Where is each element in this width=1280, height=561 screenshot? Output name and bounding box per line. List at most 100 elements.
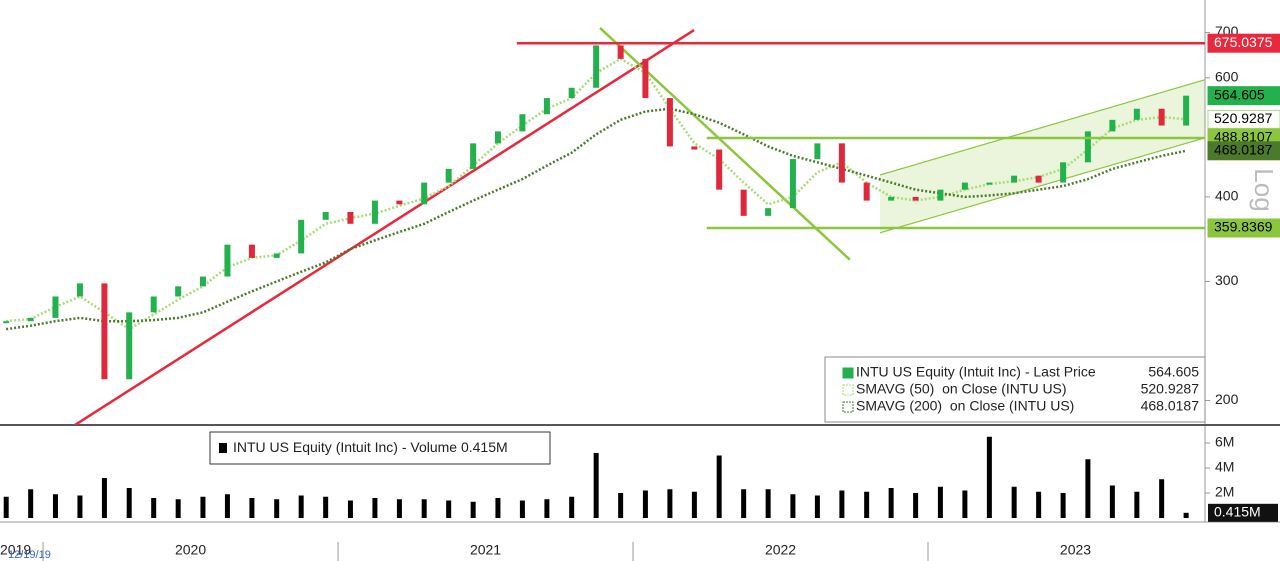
candle	[224, 244, 231, 277]
candle	[666, 98, 673, 147]
candle	[347, 211, 354, 224]
volume-bar	[667, 489, 673, 518]
volume-last-box	[1208, 503, 1278, 522]
legend-swatch	[842, 401, 854, 413]
volume-bar	[323, 496, 329, 518]
x-tick-label: 2021	[470, 542, 501, 558]
legend-value: 520.9287	[1141, 381, 1200, 397]
x-tick-label: 2023	[1060, 542, 1091, 558]
volume-bar	[1183, 512, 1189, 518]
volume-bar	[814, 495, 820, 518]
candle	[27, 317, 34, 322]
plot-area	[3, 27, 1205, 425]
volume-bar	[691, 491, 697, 518]
volume-bar	[1109, 485, 1115, 518]
volume-bar	[372, 498, 378, 518]
trend-line	[599, 27, 851, 261]
candle	[593, 45, 600, 88]
candle	[838, 143, 845, 183]
trend-line	[879, 79, 1205, 176]
candle	[126, 312, 133, 380]
legend-value: 564.605	[1148, 364, 1199, 380]
candle	[740, 189, 747, 216]
legend-label: SMAVG (200) on Close (INTU US)	[856, 398, 1074, 414]
volume-bar	[77, 495, 83, 518]
candle	[789, 159, 796, 209]
volume-bar	[298, 495, 304, 518]
volume-bar	[1060, 493, 1066, 518]
candle	[1084, 131, 1091, 163]
volume-bar	[175, 499, 181, 518]
volume-bar	[790, 494, 796, 518]
volume-tick-label: 6M	[1215, 434, 1234, 450]
value-label-box	[1207, 218, 1280, 238]
candle	[1133, 108, 1140, 120]
volume-bar	[224, 494, 230, 518]
edge-year-label: 2019	[0, 542, 31, 558]
candle	[863, 182, 870, 201]
candle	[150, 296, 157, 313]
candle	[1011, 175, 1018, 183]
candle	[888, 196, 895, 201]
legend-swatch	[842, 367, 854, 379]
candle	[716, 149, 723, 190]
candle	[814, 143, 821, 160]
volume-bar	[913, 493, 919, 518]
candle	[691, 146, 698, 150]
start-date-label: 12/19/19	[8, 549, 51, 561]
volume-legend-box	[209, 431, 551, 465]
volume-bar	[864, 491, 870, 518]
legend-box	[824, 356, 1206, 423]
candle	[912, 196, 919, 201]
value-label: 359.8369	[1214, 219, 1273, 235]
candle	[937, 189, 944, 201]
volume-bar	[741, 489, 747, 518]
candle	[961, 182, 968, 190]
y-tick-label: 200	[1215, 391, 1239, 407]
candle	[1060, 162, 1067, 183]
candle	[322, 211, 329, 220]
volume-legend-swatch	[219, 443, 227, 453]
candle	[445, 168, 452, 183]
volume-bar	[421, 499, 427, 518]
candle	[199, 276, 206, 287]
legend-label: INTU US Equity (Intuit Inc) - Last Price	[856, 364, 1096, 380]
volume-bar	[396, 499, 402, 518]
candle	[298, 219, 305, 254]
volume-bar	[249, 498, 255, 518]
x-tick-label: 2022	[765, 542, 796, 558]
candle	[3, 321, 10, 324]
volume-bar	[347, 500, 353, 518]
y-tick-label: 400	[1215, 188, 1239, 204]
candle	[1035, 175, 1042, 183]
volume-bar	[765, 489, 771, 518]
volume-bar	[446, 500, 452, 518]
volume-bar	[1159, 479, 1165, 518]
volume-bar	[593, 453, 599, 518]
candle	[543, 98, 550, 115]
volume-bar	[495, 498, 501, 518]
volume-legend-value: 0.415M	[461, 439, 508, 455]
channel-fill	[879, 79, 1205, 233]
value-label: 564.605	[1214, 86, 1265, 102]
volume-bar	[618, 493, 624, 518]
volume-legend-name: INTU US Equity (Intuit Inc) - Volume	[233, 439, 457, 455]
candle	[642, 58, 649, 99]
volume-bar	[28, 489, 34, 518]
candle	[101, 283, 108, 380]
volume-bar	[519, 500, 525, 518]
volume-bar	[569, 496, 575, 518]
candle	[519, 114, 526, 132]
value-label: 520.9287	[1214, 110, 1273, 126]
volume-tick-label: 4M	[1215, 459, 1234, 475]
candle	[617, 45, 624, 59]
volume-bar	[101, 478, 107, 518]
volume-bar	[962, 490, 968, 518]
trend-line	[74, 28, 695, 425]
candle	[568, 87, 575, 99]
candle	[986, 182, 993, 185]
value-label-box	[1207, 141, 1280, 161]
scale-label: Log	[1249, 168, 1279, 211]
volume-bar	[937, 486, 943, 518]
